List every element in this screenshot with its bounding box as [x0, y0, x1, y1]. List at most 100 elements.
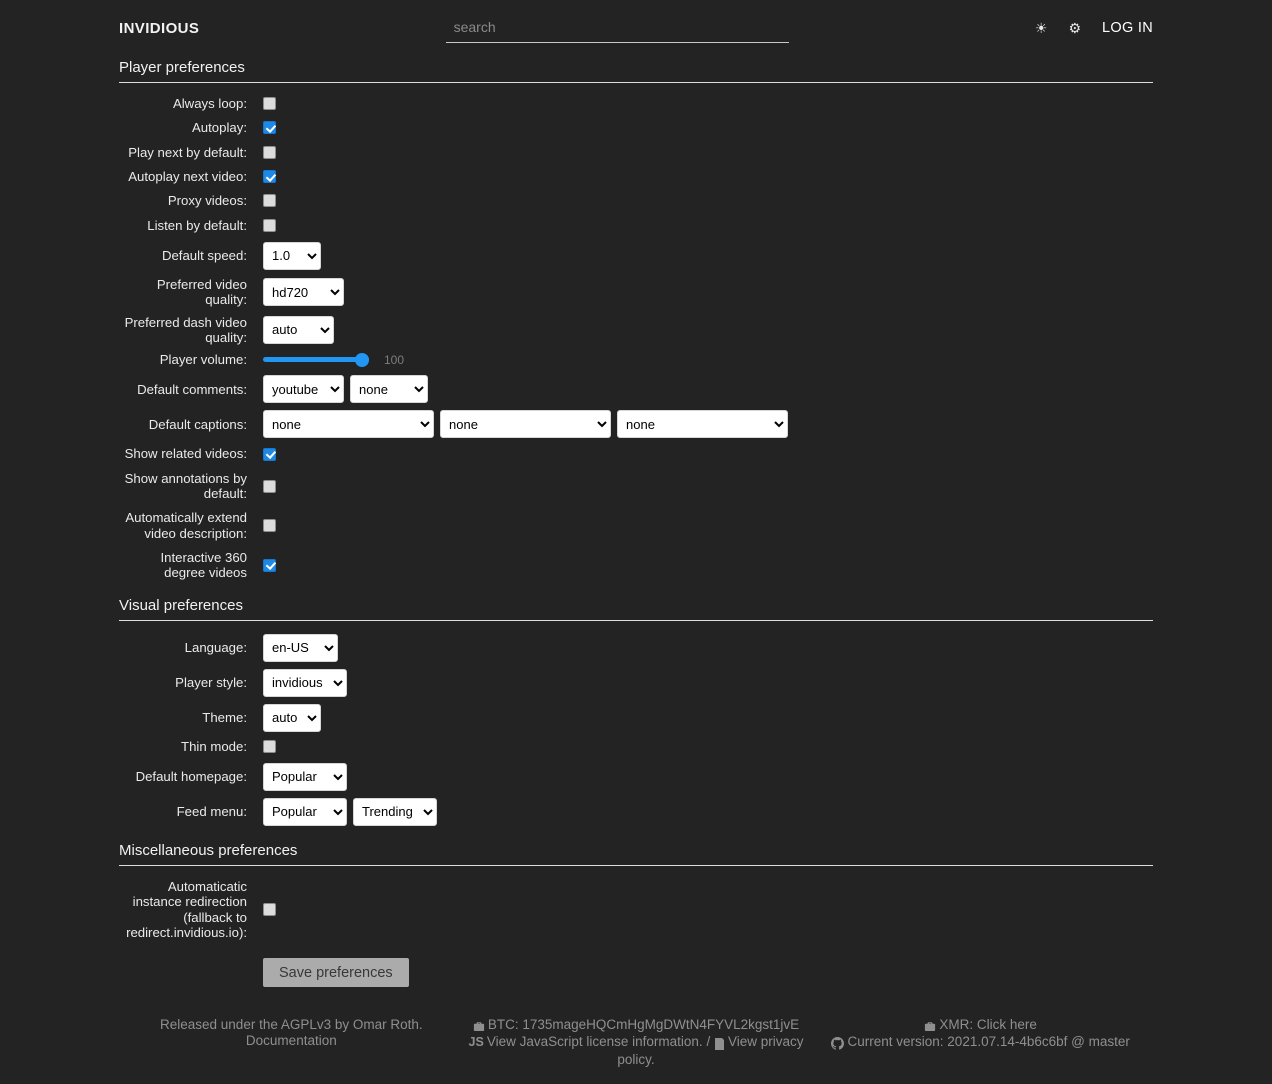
- pref-row-play-next: Play next by default:: [119, 145, 1153, 160]
- autoplay-checkbox[interactable]: [263, 121, 276, 135]
- pref-row-interactive-360: Interactive 360 degree videos: [119, 550, 1153, 581]
- always-loop-label: Always loop:: [172, 96, 247, 111]
- page-footer: Released under the AGPLv3 by Omar Roth. …: [0, 1017, 1272, 1084]
- thin-mode-checkbox[interactable]: [263, 739, 276, 753]
- documentation-link[interactable]: Documentation: [245, 1033, 337, 1049]
- default-captions-select-2[interactable]: none: [440, 410, 611, 439]
- dash-quality-label: Preferred dash video quality:: [124, 314, 247, 345]
- pref-row-dash-quality: Preferred dash video quality: auto: [119, 315, 1153, 346]
- github-icon: [831, 1035, 845, 1051]
- search-bar: [199, 13, 1035, 43]
- player-volume-value: 100: [384, 352, 405, 367]
- footer-license-text: Released under the AGPLv3 by Omar Roth.: [160, 1017, 423, 1033]
- thin-mode-label: Thin mode:: [181, 738, 247, 754]
- top-bar: INVIDIOUS ☀ ⚙ LOG IN: [0, 0, 1272, 43]
- pref-row-theme: Theme: auto: [119, 703, 1153, 732]
- player-preferences-section: Player preferences Always loop: Autoplay…: [119, 59, 1153, 581]
- language-select[interactable]: en-US: [263, 633, 338, 662]
- proxy-videos-label: Proxy videos:: [167, 193, 247, 209]
- xmr-click-here-link[interactable]: Click here: [976, 1017, 1037, 1033]
- preferred-quality-label: Preferred video quality:: [156, 276, 247, 308]
- pref-row-proxy-videos: Proxy videos:: [119, 193, 1153, 208]
- preferred-quality-select[interactable]: hd720: [263, 278, 344, 307]
- play-next-label: Play next by default:: [128, 144, 247, 160]
- player-volume-label: Player volume:: [159, 352, 247, 368]
- sun-icon[interactable]: ☀: [1034, 20, 1048, 36]
- version-text: Current version:: [847, 1034, 944, 1050]
- visual-preferences-section: Visual preferences Language: en-US Playe…: [119, 597, 1153, 826]
- player-preferences-title: Player preferences: [119, 59, 1153, 83]
- misc-preferences-section: Miscellaneous preferences Automaticatic …: [119, 842, 1153, 988]
- extend-description-checkbox[interactable]: [263, 519, 276, 533]
- interactive-360-label: Interactive 360 degree videos: [160, 550, 247, 581]
- default-captions-label: Default captions:: [148, 416, 247, 432]
- auto-redirect-label: Automaticatic instance redirection (fall…: [126, 878, 247, 940]
- default-comments-label: Default comments:: [137, 381, 247, 397]
- default-homepage-label: Default homepage:: [135, 769, 247, 785]
- save-preferences-button[interactable]: Save preferences: [263, 958, 409, 988]
- pref-row-show-annotations: Show annotations by default:: [119, 471, 1153, 502]
- pref-row-default-speed: Default speed: 1.0: [119, 241, 1153, 270]
- dash-quality-select[interactable]: auto: [263, 315, 334, 344]
- always-loop-checkbox[interactable]: [263, 97, 276, 111]
- interactive-360-checkbox[interactable]: [263, 558, 276, 572]
- default-homepage-select[interactable]: Popular: [263, 762, 347, 791]
- auto-redirect-checkbox[interactable]: [263, 903, 276, 917]
- player-volume-slider[interactable]: [263, 357, 369, 363]
- theme-label: Theme:: [202, 709, 247, 725]
- pref-row-player-volume: Player volume: 100: [119, 352, 1153, 367]
- version-link[interactable]: 2021.07.14-4b6c6bf @ master: [947, 1034, 1130, 1050]
- play-next-checkbox[interactable]: [263, 145, 276, 159]
- listen-default-label: Listen by default:: [147, 217, 247, 233]
- listen-default-checkbox[interactable]: [263, 218, 276, 232]
- footer-version-column: XMR: Click here Current version: 2021.07…: [808, 1017, 1153, 1068]
- pref-row-default-homepage: Default homepage: Popular: [119, 762, 1153, 791]
- monero-wallet-icon: [924, 1018, 936, 1034]
- feed-menu-select-2[interactable]: Trending: [353, 797, 437, 826]
- default-captions-select-1[interactable]: none: [263, 410, 434, 439]
- pref-row-show-related: Show related videos:: [119, 446, 1153, 461]
- autoplay-label: Autoplay:: [192, 120, 247, 136]
- save-row: Save preferences: [119, 958, 1153, 988]
- pref-row-autoplay: Autoplay:: [119, 120, 1153, 135]
- pref-row-listen-default: Listen by default:: [119, 218, 1153, 233]
- pref-row-default-comments: Default comments: youtube none: [119, 375, 1153, 404]
- gear-icon[interactable]: ⚙: [1068, 20, 1082, 36]
- misc-preferences-title: Miscellaneous preferences: [119, 842, 1153, 866]
- feed-menu-label: Feed menu:: [176, 804, 247, 820]
- invidious-logo[interactable]: INVIDIOUS: [119, 19, 200, 37]
- visual-preferences-title: Visual preferences: [119, 597, 1153, 621]
- show-annotations-checkbox[interactable]: [263, 479, 276, 493]
- pref-row-extend-description: Automatically extend video description:: [119, 510, 1153, 541]
- default-captions-select-3[interactable]: none: [617, 410, 788, 439]
- xmr-text: XMR:: [939, 1017, 974, 1033]
- feed-menu-select-1[interactable]: Popular: [263, 797, 347, 826]
- default-speed-select[interactable]: 1.0: [263, 241, 321, 270]
- default-comments-select-2[interactable]: none: [350, 375, 428, 404]
- autoplay-next-label: Autoplay next video:: [128, 168, 247, 184]
- log-in-link[interactable]: LOG IN: [1102, 20, 1153, 36]
- pref-row-default-captions: Default captions: none none none: [119, 410, 1153, 439]
- player-style-select[interactable]: invidious: [263, 668, 347, 697]
- pref-row-auto-redirect: Automaticatic instance redirection (fall…: [119, 879, 1153, 940]
- footer-license-column: Released under the AGPLv3 by Omar Roth. …: [119, 1017, 464, 1068]
- language-label: Language:: [184, 639, 247, 655]
- pref-row-preferred-quality: Preferred video quality: hd720: [119, 277, 1153, 308]
- footer-donate-column: BTC: 1735mageHQCmHgMgDWtN4FYVL2kgst1jvE …: [468, 1017, 804, 1067]
- extend-description-label: Automatically extend video description:: [125, 510, 247, 541]
- pref-row-player-style: Player style: invidious: [119, 668, 1153, 697]
- js-license-link[interactable]: View JavaScript license information.: [486, 1034, 703, 1050]
- default-speed-label: Default speed:: [161, 248, 247, 264]
- pref-row-feed-menu: Feed menu: Popular Trending: [119, 797, 1153, 826]
- btc-address-link[interactable]: BTC: 1735mageHQCmHgMgDWtN4FYVL2kgst1jvE: [487, 1017, 800, 1033]
- pref-row-always-loop: Always loop:: [119, 96, 1153, 111]
- show-annotations-label: Show annotations by default:: [124, 470, 247, 502]
- proxy-videos-checkbox[interactable]: [263, 194, 276, 208]
- search-input[interactable]: [445, 13, 789, 43]
- default-comments-select-1[interactable]: youtube: [263, 375, 344, 404]
- javascript-icon: JS: [468, 1035, 484, 1050]
- document-icon: [714, 1035, 725, 1051]
- autoplay-next-checkbox[interactable]: [263, 170, 276, 184]
- show-related-checkbox[interactable]: [263, 447, 276, 461]
- theme-select[interactable]: auto: [263, 703, 321, 732]
